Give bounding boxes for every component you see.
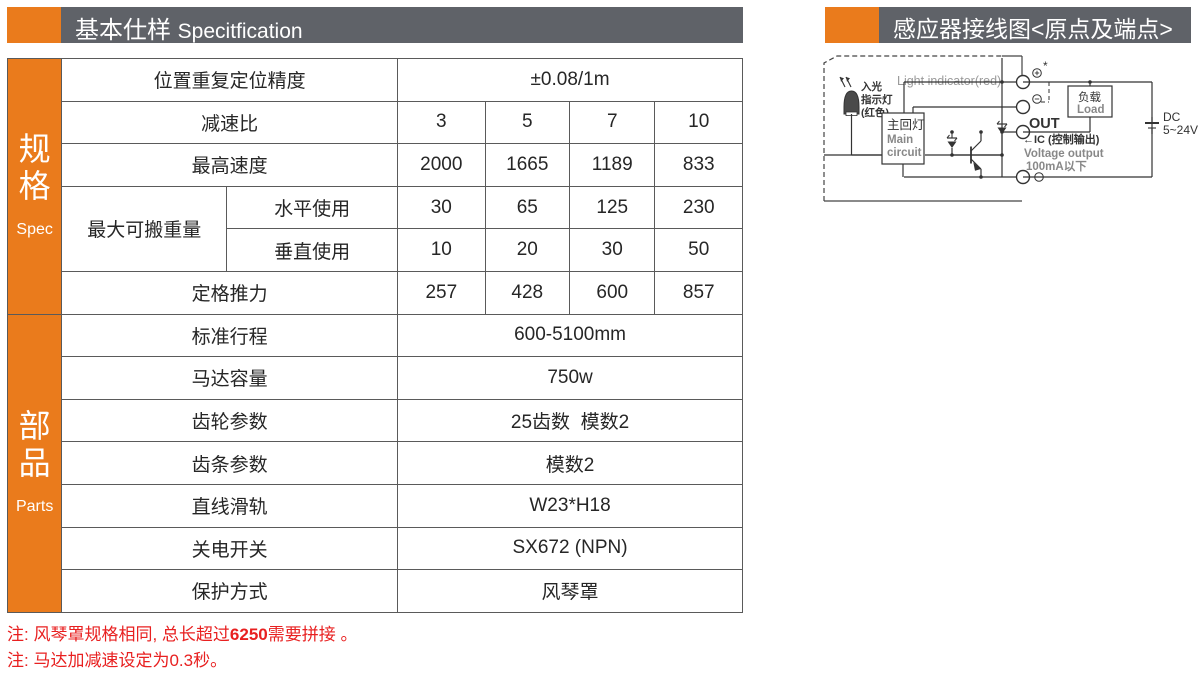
svg-text:主回灯: 主回灯 — [887, 118, 925, 132]
svg-text:指示灯: 指示灯 — [861, 93, 893, 106]
svg-text:OUT: OUT — [1029, 116, 1060, 132]
svg-text:Light indicator(red): Light indicator(red) — [897, 74, 1001, 88]
svg-text:100mA以下: 100mA以下 — [1026, 160, 1087, 173]
svg-text:Main: Main — [887, 134, 913, 146]
svg-text:Load: Load — [1077, 104, 1104, 116]
svg-text:负载: 负载 — [1078, 90, 1101, 104]
svg-text:DC: DC — [1163, 110, 1181, 124]
svg-text:*: * — [1043, 59, 1048, 73]
svg-text:入光: 入光 — [861, 80, 882, 93]
svg-text:Voltage output: Voltage output — [1024, 148, 1104, 160]
svg-text:←IC (控制输出): ←IC (控制输出) — [1023, 132, 1100, 146]
svg-text:5~24V: 5~24V — [1163, 123, 1198, 137]
svg-text:circuit: circuit — [887, 147, 922, 159]
